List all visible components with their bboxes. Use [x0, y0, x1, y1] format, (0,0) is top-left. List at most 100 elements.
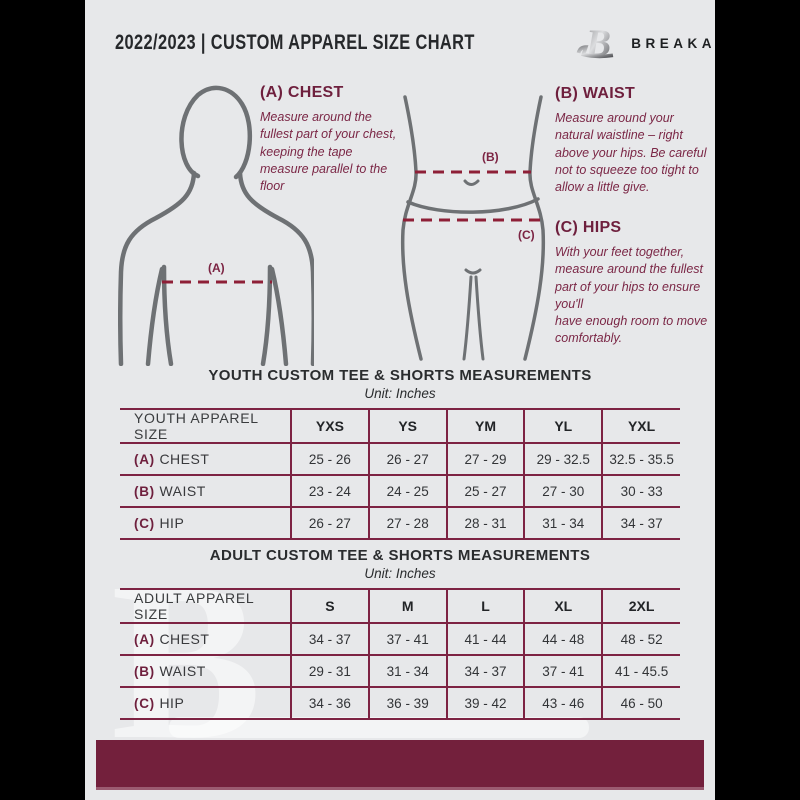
footer-accent-bar — [96, 740, 704, 790]
table-cell: 34 - 37 — [445, 654, 525, 688]
table-cell: 34 - 37 — [290, 622, 369, 656]
adult-table-subtitle: Unit: Inches — [364, 566, 436, 581]
col-header-s: S — [290, 588, 369, 624]
youth-header-row: YOUTH APPAREL SIZE YXS YS YM YL YXL — [120, 408, 680, 444]
lower-body-figure: (B) (C) — [400, 95, 546, 361]
table-cell: 39 - 42 — [445, 686, 525, 720]
row-header-waist: (B) WAIST — [120, 474, 291, 508]
table-cell: 43 - 46 — [523, 686, 603, 720]
right-shoulder-arm — [237, 170, 314, 366]
table-cell: 44 - 48 — [523, 622, 603, 656]
row-prefix: (C) — [134, 696, 155, 711]
chest-body: Measure around the fullest part of your … — [260, 110, 397, 193]
col-header-2xl: 2XL — [601, 588, 680, 624]
col-header-ys: YS — [367, 408, 447, 444]
header: 2022/2023 | CUSTOM APPAREL SIZE CHART B … — [115, 20, 715, 66]
table-cell: 36 - 39 — [367, 686, 447, 720]
row-header-chest: (A) CHEST — [120, 622, 291, 656]
youth-size-table: YOUTH APPAREL SIZE YXS YS YM YL YXL (A) … — [120, 408, 680, 540]
chest-heading: (A) CHEST — [260, 84, 344, 101]
table-cell: 29 - 31 — [290, 654, 369, 688]
table-cell: 23 - 24 — [290, 474, 369, 508]
chest-marker-label: (A) — [208, 261, 225, 275]
table-cell: 37 - 41 — [523, 654, 603, 688]
col-header-m: M — [367, 588, 447, 624]
table-cell: 27 - 28 — [367, 506, 447, 540]
table-cell: 32.5 - 35.5 — [601, 442, 680, 476]
table-cell: 34 - 37 — [601, 506, 680, 540]
adult-table-title: ADULT CUSTOM TEE & SHORTS MEASUREMENTS — [209, 547, 591, 564]
row-label: WAIST — [159, 663, 206, 679]
adult-hip-row: (C) HIP 34 - 36 36 - 39 39 - 42 43 - 46 … — [120, 686, 680, 720]
youth-table-subtitle: Unit: Inches — [364, 386, 436, 401]
right-torso-edge — [260, 264, 273, 366]
brand-block: B BREAKAWAY — [576, 21, 715, 65]
table-cell: 41 - 45.5 — [601, 654, 680, 688]
row-prefix: (B) — [134, 664, 155, 679]
table-cell: 27 - 30 — [523, 474, 603, 508]
left-inner-arm — [145, 266, 165, 366]
col-header-ym: YM — [445, 408, 525, 444]
crotch-curve — [464, 268, 482, 275]
left-inner-leg — [462, 275, 473, 361]
size-chart-page: 2022/2023 | CUSTOM APPAREL SIZE CHART B … — [85, 0, 715, 800]
youth-section: YOUTH CUSTOM TEE & SHORTS MEASUREMENTS U… — [85, 367, 715, 540]
col-header-xl: XL — [523, 588, 603, 624]
adult-header-row: ADULT APPAREL SIZE S M L XL 2XL — [120, 588, 680, 624]
row-label: CHEST — [159, 451, 210, 467]
right-side-outline — [523, 95, 546, 361]
adult-waist-row: (B) WAIST 29 - 31 31 - 34 34 - 37 37 - 4… — [120, 654, 680, 688]
row-prefix: (C) — [134, 516, 155, 531]
adult-size-col-header: ADULT APPAREL SIZE — [120, 588, 291, 624]
table-cell: 48 - 52 — [601, 622, 680, 656]
page-title: 2022/2023 | CUSTOM APPAREL SIZE CHART — [115, 31, 475, 54]
table-cell: 37 - 41 — [367, 622, 447, 656]
row-label: CHEST — [159, 631, 210, 647]
logo-bar — [576, 45, 614, 59]
waist-guide: (B) WAIST Measure around your natural wa… — [555, 85, 707, 196]
row-label: WAIST — [159, 483, 206, 499]
col-header-yxl: YXL — [601, 408, 680, 444]
row-prefix: (A) — [134, 452, 155, 467]
row-header-waist: (B) WAIST — [120, 654, 291, 688]
table-cell: 34 - 36 — [290, 686, 369, 720]
table-cell: 46 - 50 — [601, 686, 680, 720]
left-shoulder-arm — [118, 170, 197, 366]
youth-waist-row: (B) WAIST 23 - 24 24 - 25 25 - 27 27 - 3… — [120, 474, 680, 508]
head-outline — [179, 85, 253, 180]
adult-chest-row: (A) CHEST 34 - 37 37 - 41 41 - 44 44 - 4… — [120, 622, 680, 656]
youth-table-title: YOUTH CUSTOM TEE & SHORTS MEASUREMENTS — [208, 367, 592, 384]
row-label: HIP — [159, 515, 185, 531]
col-header-l: L — [445, 588, 525, 624]
col-header-yxs: YXS — [290, 408, 369, 444]
right-inner-leg — [474, 275, 485, 361]
upper-body-figure: (A) — [118, 85, 314, 366]
table-cell: 25 - 27 — [445, 474, 525, 508]
hips-guide: (C) HIPS With your feet together, measur… — [555, 219, 709, 348]
left-torso-edge — [161, 264, 174, 366]
row-header-chest: (A) CHEST — [120, 442, 291, 476]
row-header-hip: (C) HIP — [120, 506, 291, 540]
adult-section: ADULT CUSTOM TEE & SHORTS MEASUREMENTS U… — [85, 547, 715, 720]
left-side-outline — [400, 95, 423, 361]
table-cell: 25 - 26 — [290, 442, 369, 476]
navel-curve — [463, 179, 480, 186]
waist-heading: (B) WAIST — [555, 85, 636, 102]
table-cell: 28 - 31 — [445, 506, 525, 540]
chest-guide: (A) CHEST Measure around the fullest par… — [260, 84, 400, 195]
youth-hip-row: (C) HIP 26 - 27 27 - 28 28 - 31 31 - 34 … — [120, 506, 680, 540]
table-cell: 30 - 33 — [601, 474, 680, 508]
breakaway-logo-icon: B — [576, 22, 614, 64]
hip-marker-label: (C) — [518, 228, 535, 242]
row-prefix: (A) — [134, 632, 155, 647]
hips-body: With your feet together, measure around … — [555, 245, 708, 346]
table-cell: 29 - 32.5 — [523, 442, 603, 476]
table-cell: 26 - 27 — [367, 442, 447, 476]
table-cell: 27 - 29 — [445, 442, 525, 476]
table-cell: 41 - 44 — [445, 622, 525, 656]
brand-name: BREAKAWAY — [631, 35, 715, 51]
row-label: HIP — [159, 695, 185, 711]
table-cell: 26 - 27 — [290, 506, 369, 540]
waist-body: Measure around your natural waistline – … — [555, 111, 707, 194]
adult-size-table: ADULT APPAREL SIZE S M L XL 2XL (A) CHES… — [120, 588, 680, 720]
